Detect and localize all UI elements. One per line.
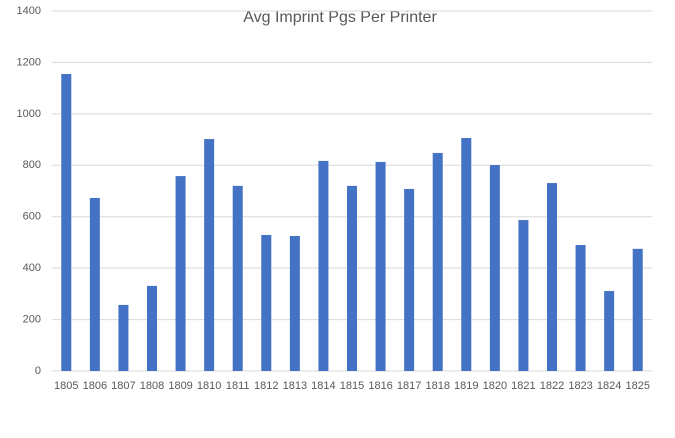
y-tick-label: 0 [35, 365, 41, 377]
bar [432, 152, 443, 371]
bar [347, 185, 357, 371]
x-tick-label: 1818 [425, 380, 449, 392]
x-tick-label: 1806 [83, 380, 107, 392]
bar [118, 304, 129, 371]
x-tick-label: 1819 [454, 380, 478, 392]
bar [147, 285, 157, 371]
y-tick-label: 400 [23, 262, 41, 274]
bar [632, 248, 643, 371]
x-tick-label: 1821 [511, 380, 535, 392]
x-tick-label: 1823 [568, 380, 592, 392]
x-tick-label: 1805 [54, 380, 78, 392]
x-tick-label: 1811 [226, 380, 250, 392]
x-tick-label: 1814 [311, 380, 335, 392]
bar [404, 188, 415, 371]
x-tick-label: 1816 [368, 380, 392, 392]
bar [489, 165, 500, 371]
y-tick-label: 600 [23, 211, 41, 223]
x-tick-label: 1822 [540, 380, 564, 392]
bar [89, 197, 100, 371]
bar [261, 234, 272, 371]
y-tick-label: 1200 [17, 56, 41, 68]
x-tick-label: 1809 [168, 380, 192, 392]
x-tick-label: 1808 [140, 380, 164, 392]
x-tick-label: 1815 [340, 380, 364, 392]
x-tick-label: 1810 [197, 380, 221, 392]
bar [175, 176, 186, 371]
bar [604, 291, 615, 371]
x-tick-label: 1824 [597, 380, 621, 392]
bar [461, 138, 472, 371]
y-tick-label: 1000 [17, 108, 41, 120]
bar [289, 236, 300, 371]
bar [318, 160, 329, 371]
chart-title: Avg Imprint Pgs Per Printer [243, 9, 437, 26]
x-tick-label: 1817 [397, 380, 421, 392]
y-tick-label: 200 [23, 313, 41, 325]
y-tick-label: 800 [23, 159, 41, 171]
x-tick-label: 1812 [254, 380, 278, 392]
bar [518, 220, 529, 371]
x-tick-label: 1807 [111, 380, 135, 392]
bar [61, 74, 72, 371]
bar [575, 245, 586, 371]
x-tick-label: 1820 [483, 380, 507, 392]
bar [204, 139, 215, 371]
y-tick-label: 1400 [17, 5, 41, 17]
bar [375, 161, 386, 371]
bar [547, 183, 557, 371]
bar [232, 185, 243, 371]
x-tick-label: 1825 [625, 380, 649, 392]
x-tick-label: 1813 [283, 380, 307, 392]
